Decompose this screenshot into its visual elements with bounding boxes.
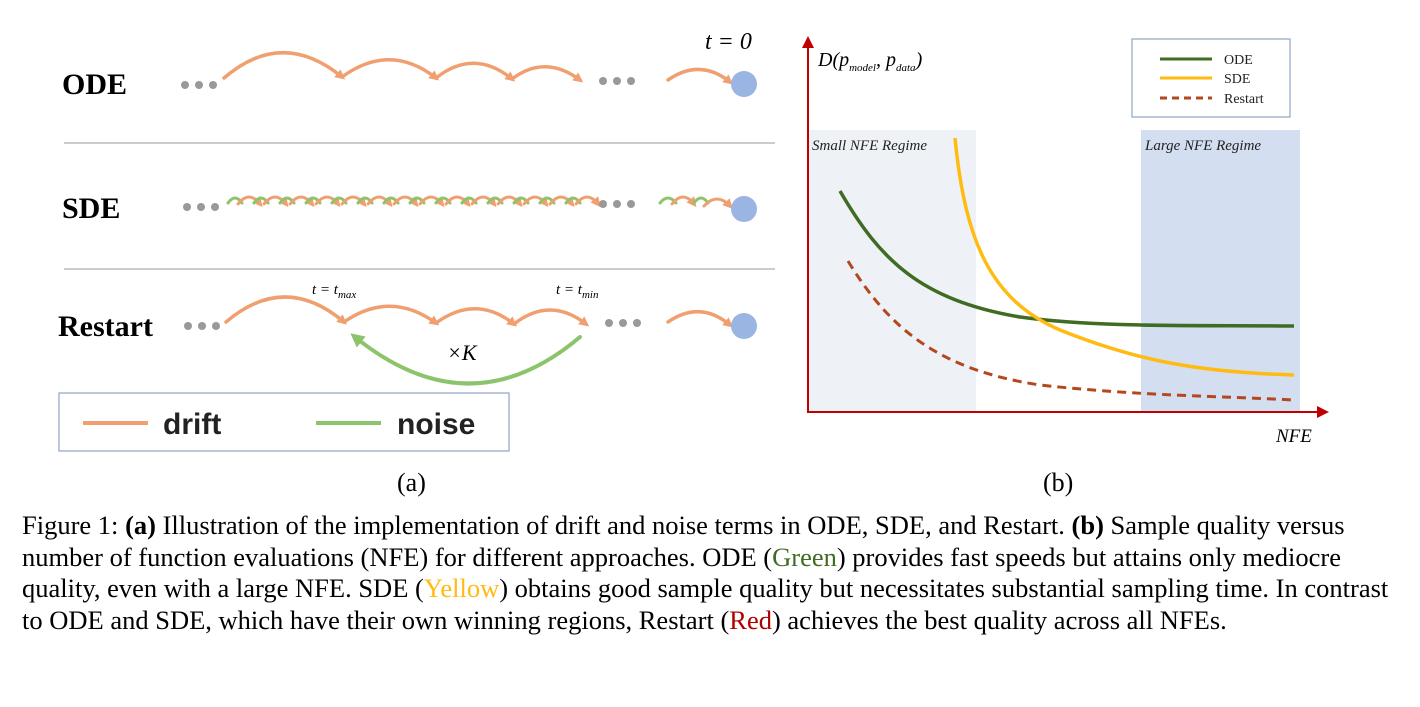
drift-arc [236,195,263,208]
tmax-label: t = tmax [312,282,356,301]
large-nfe-region [1141,130,1300,412]
drift-arc [366,195,393,208]
k-label: ×K [447,340,478,365]
y-axis-label: D(pmodel, pdata) [817,49,923,74]
restart-row-trajectory: t = tmax t = tmin ×K [184,282,757,386]
ellipsis-dots [181,81,217,89]
drift-arc [702,197,733,209]
t0-label: t = 0 [705,29,752,55]
target-point [731,196,757,222]
ellipsis-dots [599,77,635,85]
ode-curve [838,190,1295,328]
figure-caption: Figure 1: (a) Illustration of the implem… [22,510,1400,636]
panel-b-label: (b) [1043,468,1073,497]
row-label-sde: SDE [62,192,120,225]
panel-b: Small NFE Regime Large NFE Regime D(pmod… [802,36,1329,497]
restart-curve [846,260,1295,402]
drift-arc [340,58,440,81]
row-label-ode: ODE [62,68,127,101]
drift-arc [434,307,518,327]
figure-graphics: ODE SDE Restart t = 0 [58,29,1329,497]
caption-b-text: Sample quality versus number of function… [22,510,1345,572]
drift-arc [262,195,289,208]
legend-ode-label: ODE [1224,53,1253,68]
caption-a-text: Illustration of the implementation of dr… [155,510,1072,540]
legend-sde-label: SDE [1224,72,1250,87]
drift-arc [510,65,584,83]
drift-arc [314,195,341,208]
drift-arc [666,67,734,85]
ellipsis-dots [599,200,635,208]
panel-a-label: (a) [397,468,426,497]
drift-arc [340,195,367,208]
tmin-label: t = tmin [556,282,599,301]
drift-arc [444,195,471,208]
panel-b-legend: ODE SDE Restart [1131,38,1291,118]
drift-arc [288,195,315,208]
row-label-restart: Restart [58,310,153,343]
ellipsis-dots [183,203,219,211]
drift-arc [496,195,523,208]
sde-curve [953,137,1295,377]
x-axis-label: NFE [1275,426,1312,447]
drift-arc [522,195,549,208]
legend-noise-label: noise [397,408,475,441]
ellipsis-dots [184,322,220,330]
small-nfe-region [808,130,976,412]
caption-yellow-word: Yellow [423,573,500,603]
caption-b-tag: (b) [1071,510,1104,540]
drift-arc [222,51,346,80]
drift-arc [224,295,348,325]
ellipsis-dots [605,319,641,327]
caption-red-word: Red [729,604,772,635]
drift-arc [670,195,697,208]
noise-restart-arc [350,333,582,386]
small-regime-label: Small NFE Regime [812,138,927,154]
sde-arcs [226,195,733,209]
drift-arc [548,195,575,208]
caption-b-text: ) achieves the best quality across all N… [771,604,1227,635]
drift-arc [342,304,440,326]
caption-figure-number: Figure 1: [22,510,126,540]
drift-arc [434,61,516,82]
ode-row-trajectory [181,51,757,97]
panel-a: ODE SDE Restart t = 0 [58,29,775,497]
caption-green-word: Green [772,541,837,572]
panel-a-legend: drift noise [58,392,510,452]
drift-arc [392,195,419,208]
caption-b-text: ) obtains good sample quality but necess… [22,573,1389,635]
drift-arc [574,195,601,208]
target-point [731,71,757,97]
large-regime-label: Large NFE Regime [1144,138,1261,154]
drift-arc [418,195,445,208]
legend-restart-label: Restart [1224,92,1264,107]
drift-arc [470,195,497,208]
drift-arc [666,309,734,328]
drift-arc [512,308,590,327]
sde-row-trajectory [183,195,757,222]
caption-a-tag: (a) [125,510,156,540]
target-point [731,313,757,339]
caption-b-text: ) provides fast speeds but attains only … [22,541,1341,604]
legend-drift-label: drift [163,408,221,441]
